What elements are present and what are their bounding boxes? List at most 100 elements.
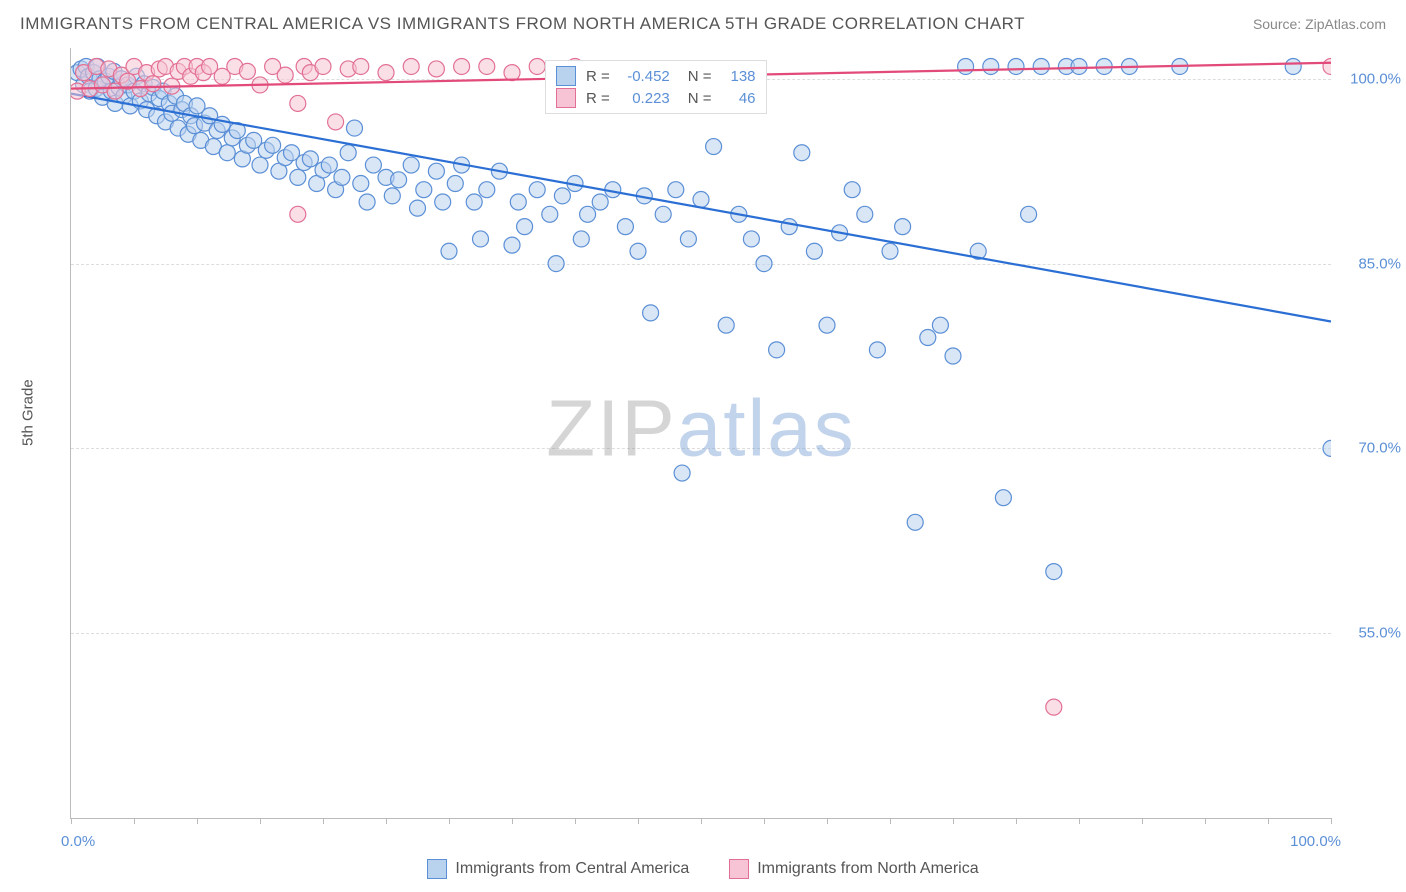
data-point: [219, 145, 235, 161]
x-tick: [323, 818, 324, 824]
data-point: [454, 58, 470, 74]
data-point: [668, 182, 684, 198]
source-prefix: Source:: [1253, 16, 1305, 32]
x-tick: [1205, 818, 1206, 824]
r-label: R =: [586, 90, 610, 107]
data-point: [391, 172, 407, 188]
data-point: [290, 169, 306, 185]
scatter-svg: [71, 48, 1331, 818]
data-point: [806, 243, 822, 259]
data-point: [428, 61, 444, 77]
data-point: [895, 219, 911, 235]
data-point: [353, 176, 369, 192]
correlation-legend: R =-0.452N =138R =0.223N =46: [545, 60, 767, 114]
x-tick: [512, 818, 513, 824]
data-point: [548, 256, 564, 272]
legend-label: Immigrants from North America: [757, 860, 978, 878]
x-tick: [827, 818, 828, 824]
data-point: [630, 243, 646, 259]
data-point: [844, 182, 860, 198]
y-tick-label: 85.0%: [1341, 255, 1401, 272]
data-point: [958, 58, 974, 74]
data-point: [302, 151, 318, 167]
x-tick: [1268, 818, 1269, 824]
data-point: [447, 176, 463, 192]
legend-row: R =-0.452N =138: [556, 65, 756, 87]
data-point: [743, 231, 759, 247]
data-point: [1323, 440, 1331, 456]
data-point: [882, 243, 898, 259]
data-point: [277, 67, 293, 83]
x-tick: [575, 818, 576, 824]
x-axis-min-label: 0.0%: [61, 833, 95, 850]
data-point: [573, 231, 589, 247]
n-value: 46: [722, 90, 756, 107]
x-tick: [1331, 818, 1332, 824]
y-tick-label: 70.0%: [1341, 440, 1401, 457]
data-point: [384, 188, 400, 204]
data-point: [592, 194, 608, 210]
n-value: 138: [722, 68, 756, 85]
data-point: [479, 58, 495, 74]
data-point: [466, 194, 482, 210]
data-point: [907, 514, 923, 530]
data-point: [1008, 58, 1024, 74]
y-tick-label: 100.0%: [1341, 70, 1401, 87]
data-point: [1021, 206, 1037, 222]
data-point: [580, 206, 596, 222]
x-tick: [1016, 818, 1017, 824]
x-axis-max-label: 100.0%: [1290, 833, 1341, 850]
data-point: [794, 145, 810, 161]
x-tick: [449, 818, 450, 824]
data-point: [290, 206, 306, 222]
data-point: [693, 192, 709, 208]
legend-swatch: [556, 66, 576, 86]
data-point: [315, 58, 331, 74]
r-value: 0.223: [620, 90, 670, 107]
x-tick: [638, 818, 639, 824]
x-tick: [134, 818, 135, 824]
data-point: [479, 182, 495, 198]
data-point: [542, 206, 558, 222]
data-point: [643, 305, 659, 321]
data-point: [529, 58, 545, 74]
data-point: [365, 157, 381, 173]
x-tick: [701, 818, 702, 824]
data-point: [517, 219, 533, 235]
data-point: [347, 120, 363, 136]
data-point: [706, 139, 722, 155]
plot-area: ZIPatlas 55.0%70.0%85.0%100.0% 0.0% 100.…: [70, 48, 1331, 819]
source-link[interactable]: ZipAtlas.com: [1305, 16, 1386, 32]
data-point: [819, 317, 835, 333]
data-point: [334, 169, 350, 185]
y-axis-title: 5th Grade: [20, 379, 37, 446]
data-point: [932, 317, 948, 333]
data-point: [945, 348, 961, 364]
x-tick: [1142, 818, 1143, 824]
data-point: [781, 219, 797, 235]
legend-row: R =0.223N =46: [556, 87, 756, 109]
r-value: -0.452: [620, 68, 670, 85]
data-point: [718, 317, 734, 333]
data-point: [359, 194, 375, 210]
data-point: [995, 490, 1011, 506]
data-point: [239, 63, 255, 79]
data-point: [504, 237, 520, 253]
y-tick-label: 55.0%: [1341, 625, 1401, 642]
data-point: [410, 200, 426, 216]
data-point: [441, 243, 457, 259]
data-point: [554, 188, 570, 204]
x-tick: [1079, 818, 1080, 824]
legend-swatch: [729, 859, 749, 879]
x-tick: [890, 818, 891, 824]
data-point: [529, 182, 545, 198]
chart-title: IMMIGRANTS FROM CENTRAL AMERICA VS IMMIG…: [20, 14, 1025, 34]
data-point: [252, 157, 268, 173]
data-point: [1285, 58, 1301, 74]
source-attribution: Source: ZipAtlas.com: [1253, 16, 1386, 32]
r-label: R =: [586, 68, 610, 85]
data-point: [655, 206, 671, 222]
data-point: [321, 157, 337, 173]
data-point: [265, 137, 281, 153]
data-point: [328, 114, 344, 130]
